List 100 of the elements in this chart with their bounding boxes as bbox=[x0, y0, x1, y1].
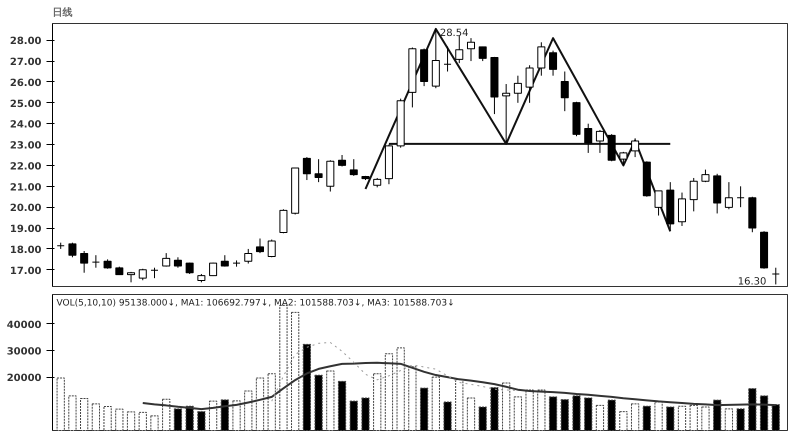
y-tick-label: 19.00 bbox=[10, 224, 42, 236]
bar bbox=[384, 353, 394, 430]
candlestick bbox=[502, 84, 510, 143]
bar bbox=[490, 387, 499, 430]
candlestick bbox=[373, 177, 382, 188]
candlestick bbox=[444, 46, 452, 72]
candlestick bbox=[138, 268, 147, 281]
bar bbox=[326, 370, 334, 430]
bar bbox=[373, 373, 382, 430]
y-tick-label: 21.00 bbox=[10, 182, 42, 194]
bar bbox=[408, 366, 417, 430]
bar bbox=[666, 406, 674, 430]
y-tick-label: 26.00 bbox=[10, 78, 42, 89]
bar bbox=[432, 376, 440, 430]
bar bbox=[314, 374, 323, 430]
bar bbox=[455, 379, 464, 430]
bar bbox=[466, 397, 476, 430]
candlestick bbox=[724, 182, 733, 210]
bar bbox=[256, 377, 264, 430]
bar bbox=[56, 377, 65, 430]
bar bbox=[630, 403, 640, 430]
y-tick-label: 17.00 bbox=[10, 266, 42, 277]
y-tick-label: 27.00 bbox=[10, 57, 42, 68]
candlestick bbox=[244, 248, 252, 264]
bar bbox=[748, 388, 756, 430]
bar bbox=[268, 373, 276, 430]
candlestick bbox=[92, 254, 100, 268]
bar bbox=[525, 389, 534, 430]
bar bbox=[244, 390, 252, 430]
bar bbox=[291, 312, 300, 430]
bar bbox=[514, 396, 522, 430]
bar bbox=[608, 400, 616, 430]
bar bbox=[361, 397, 370, 430]
candlestick bbox=[678, 192, 686, 226]
bar bbox=[126, 411, 136, 430]
bar bbox=[150, 415, 159, 430]
bar bbox=[302, 344, 312, 430]
bar bbox=[772, 404, 780, 430]
candlestick bbox=[314, 158, 323, 183]
y-tick-label: 20.00 bbox=[10, 203, 42, 214]
bar bbox=[232, 400, 241, 430]
bar bbox=[396, 347, 405, 430]
bar bbox=[724, 408, 734, 430]
candlestick bbox=[174, 256, 182, 268]
bar bbox=[572, 395, 581, 430]
bar bbox=[443, 401, 452, 430]
candlestick bbox=[68, 242, 76, 258]
candlestick bbox=[478, 46, 487, 62]
bar bbox=[654, 401, 663, 430]
bar bbox=[678, 406, 686, 430]
bar bbox=[642, 406, 651, 430]
candlestick bbox=[619, 151, 628, 166]
candlestick bbox=[302, 156, 311, 181]
bar bbox=[350, 400, 358, 430]
candlestick bbox=[256, 238, 264, 254]
candlestick bbox=[104, 258, 112, 270]
candlestick bbox=[736, 186, 745, 208]
bar bbox=[584, 397, 592, 430]
candlestick bbox=[584, 123, 592, 154]
candlestick bbox=[549, 50, 558, 76]
bar bbox=[760, 395, 768, 430]
bar bbox=[115, 408, 124, 430]
candlestick bbox=[631, 138, 640, 158]
y-tick-label: 20000 bbox=[6, 373, 42, 384]
y-tick-label: 30000 bbox=[6, 346, 42, 358]
bar bbox=[560, 399, 569, 430]
bar bbox=[420, 388, 428, 430]
candlestick bbox=[268, 239, 276, 258]
bar bbox=[80, 398, 88, 430]
bar bbox=[174, 408, 182, 430]
candlestick bbox=[162, 252, 170, 268]
candlestick bbox=[654, 190, 663, 216]
bar bbox=[92, 403, 100, 430]
bar bbox=[478, 406, 487, 430]
bar bbox=[162, 398, 170, 430]
candlestick bbox=[526, 64, 534, 104]
annotation: 16.30 bbox=[738, 276, 766, 288]
y-tick-label: 25.00 bbox=[10, 98, 42, 110]
bar bbox=[619, 411, 628, 430]
bar bbox=[690, 404, 698, 430]
candlestick bbox=[350, 158, 358, 176]
bar bbox=[596, 404, 604, 430]
bar bbox=[548, 396, 558, 430]
y-tick-label: 28.00 bbox=[10, 36, 42, 48]
candlestick bbox=[150, 267, 158, 279]
chart-title: 日线 bbox=[52, 6, 72, 18]
y-tick-label: 40000 bbox=[6, 320, 42, 331]
bar bbox=[279, 304, 288, 430]
candlestick bbox=[596, 129, 604, 154]
candlestick bbox=[560, 71, 569, 112]
y-tick-label: 24.00 bbox=[10, 120, 42, 131]
line-series bbox=[142, 362, 777, 410]
bar bbox=[68, 395, 77, 430]
y-tick-label: 18.00 bbox=[10, 244, 42, 256]
candlestick bbox=[466, 38, 476, 62]
y-tick-label: 23.00 bbox=[10, 140, 42, 152]
candlestick bbox=[514, 75, 522, 104]
bar bbox=[736, 408, 745, 430]
line-series bbox=[364, 28, 672, 232]
annotation: 28.54 bbox=[440, 28, 468, 39]
